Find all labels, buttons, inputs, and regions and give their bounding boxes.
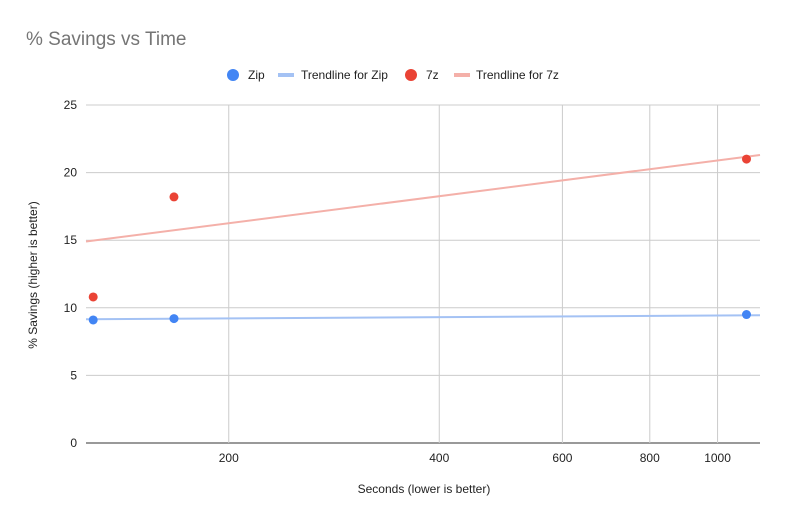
x-tick-label: 400 [429, 451, 449, 465]
legend-label-trend-zip: Trendline for Zip [301, 68, 388, 82]
data-point-zip[interactable] [88, 315, 98, 325]
x-tick-label: 800 [640, 451, 660, 465]
legend-label-7z: 7z [426, 68, 439, 82]
y-tick-label: 5 [70, 368, 77, 382]
x-tick-label: 600 [552, 451, 572, 465]
tick-labels: 0 5 10 15 20 25 200 400 600 800 1000 [64, 98, 732, 465]
y-tick-label: 10 [64, 301, 78, 315]
legend-marker-zip [227, 69, 239, 81]
trendlines [85, 154, 761, 321]
y-tick-label: 15 [64, 233, 78, 247]
trendline-zip [85, 314, 761, 321]
chart-title: % Savings vs Time [26, 29, 187, 50]
legend-marker-7z [405, 69, 417, 81]
x-axis-label: Seconds (lower is better) [358, 482, 491, 496]
trendline-7z [85, 154, 761, 243]
y-tick-label: 25 [64, 98, 78, 112]
legend-label-trend-7z: Trendline for 7z [476, 68, 559, 82]
legend-label-zip: Zip [248, 68, 265, 82]
data-point-7z[interactable] [169, 192, 179, 202]
data-point-7z[interactable] [741, 154, 751, 164]
grid [86, 104, 760, 444]
data-point-zip[interactable] [169, 314, 179, 324]
x-tick-label: 1000 [704, 451, 731, 465]
data-points [88, 154, 751, 325]
y-tick-label: 0 [70, 436, 77, 450]
data-point-zip[interactable] [741, 310, 751, 320]
y-axis-label: % Savings (higher is better) [26, 201, 40, 348]
data-point-7z[interactable] [88, 292, 98, 302]
x-tick-label: 200 [219, 451, 239, 465]
legend: Zip Trendline for Zip 7z Trendline for 7… [227, 68, 559, 82]
y-tick-label: 20 [64, 166, 78, 180]
